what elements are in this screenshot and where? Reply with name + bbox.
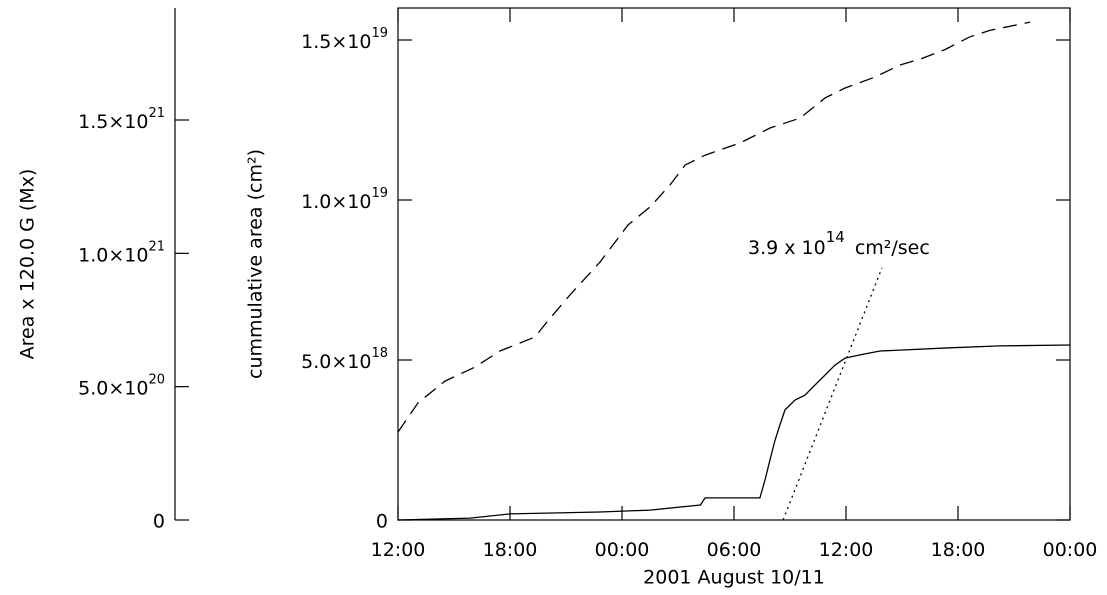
y-tick-label: 1.0×1019 — [301, 186, 388, 213]
series-line — [397, 344, 1071, 521]
annotation-unit: cm²/sec — [855, 237, 930, 259]
annotation-text: 3.9 x 10 — [748, 237, 826, 259]
y2-tick-label: 5.0×1020 — [78, 372, 165, 399]
y2-tick-label: 1.0×1021 — [78, 239, 165, 266]
y-tick-label: 1.5×1019 — [301, 26, 388, 53]
x-axis-label: 2001 August 10/11 — [643, 567, 825, 589]
y2-axis-label: Area x 120.0 G (Mx) — [17, 169, 39, 360]
x-tick-label: 12:00 — [819, 539, 874, 561]
y-tick-label-exponent: 18 — [371, 346, 388, 361]
x-tick-label: 18:00 — [483, 539, 538, 561]
y-tick-label-base: 1.5×10 — [301, 31, 371, 53]
x-tick-label-base: 18:00 — [931, 539, 986, 561]
y-tick-label-exponent: 19 — [371, 186, 388, 201]
x-tick-label: 00:00 — [595, 539, 650, 561]
y2-tick-label-base: 1.0×10 — [78, 244, 148, 266]
x-tick-label-base: 00:00 — [595, 539, 650, 561]
y2-tick-label-exponent: 21 — [148, 106, 165, 121]
x-tick-label-base: 06:00 — [707, 539, 762, 561]
y2-tick-label-base: 1.5×10 — [78, 111, 148, 133]
x-tick-label: 06:00 — [707, 539, 762, 561]
x-tick-label-base: 12:00 — [371, 539, 426, 561]
x-tick-label-base: 00:00 — [1043, 539, 1098, 561]
y-tick-label-base: 1.0×10 — [301, 191, 371, 213]
y-tick-label: 0 — [376, 511, 388, 533]
y2-tick-label-exponent: 20 — [148, 372, 165, 387]
y2-tick-label: 0 — [153, 511, 165, 533]
x-tick-label-base: 12:00 — [819, 539, 874, 561]
annotation: 3.9 x 1014 cm²/sec — [748, 228, 930, 259]
series-line — [782, 267, 883, 521]
y-tick-label: 5.0×1018 — [301, 346, 388, 373]
series-line — [397, 21, 1031, 433]
y2-tick-label-base: 5.0×10 — [78, 377, 148, 399]
y-tick-label-base: 5.0×10 — [301, 351, 371, 373]
x-tick-label: 00:00 — [1043, 539, 1098, 561]
y2-tick-label: 1.5×1021 — [78, 106, 165, 133]
plot-frame — [397, 7, 1071, 521]
annotation-exponent: 14 — [826, 228, 845, 246]
x-tick-label: 18:00 — [931, 539, 986, 561]
y-axis-label: cummulative area (cm²) — [245, 149, 267, 379]
x-tick-label-base: 18:00 — [483, 539, 538, 561]
y-tick-label-exponent: 19 — [371, 26, 388, 41]
x-tick-label: 12:00 — [371, 539, 426, 561]
y2-tick-label-exponent: 21 — [148, 239, 165, 254]
